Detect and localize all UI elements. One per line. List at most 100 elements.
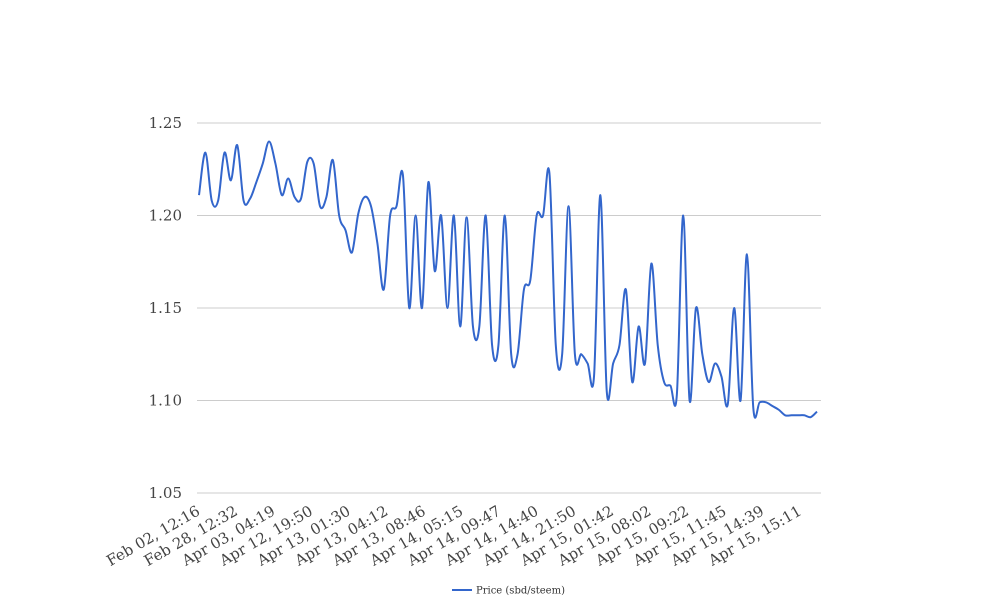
data-point[interactable] [279,192,285,198]
data-point[interactable] [648,261,654,267]
data-point[interactable] [553,342,559,348]
data-point[interactable] [776,407,782,413]
data-point[interactable] [400,172,406,178]
data-point[interactable] [495,342,501,348]
data-point[interactable] [483,213,489,219]
data-point[interactable] [298,196,304,202]
data-point[interactable] [368,203,374,209]
data-point[interactable] [247,196,253,202]
data-point[interactable] [215,198,221,204]
data-point[interactable] [674,392,680,398]
data-point[interactable] [413,213,419,219]
data-point[interactable] [712,361,718,367]
data-point[interactable] [636,324,642,330]
data-point[interactable] [572,351,578,357]
data-point[interactable] [591,373,597,379]
data-point[interactable] [782,412,788,418]
data-point[interactable] [508,351,514,357]
data-point[interactable] [527,277,533,283]
data-point[interactable] [362,194,368,200]
data-point[interactable] [228,177,234,183]
data-point[interactable] [438,213,444,219]
data-point[interactable] [489,342,495,348]
legend-label-price: Price (sbd/steem) [476,586,565,597]
data-point[interactable] [444,305,450,311]
legend[interactable]: Price (sbd/steem) [452,586,565,597]
data-point[interactable] [801,412,807,418]
data-point[interactable] [808,414,814,420]
data-point[interactable] [680,213,686,219]
data-point[interactable] [349,250,355,256]
data-point[interactable] [718,373,724,379]
data-point[interactable] [502,213,508,219]
data-point[interactable] [464,214,470,220]
data-point[interactable] [699,351,705,357]
data-point[interactable] [515,351,521,357]
data-point[interactable] [693,305,699,311]
data-point[interactable] [234,142,240,148]
data-point[interactable] [221,150,227,156]
data-point[interactable] [789,412,795,418]
data-point[interactable] [629,379,635,385]
data-point[interactable] [521,287,527,293]
data-point[interactable] [725,401,731,407]
data-point[interactable] [540,213,546,219]
data-point[interactable] [731,305,737,311]
data-point[interactable] [534,213,540,219]
data-point[interactable] [272,161,278,167]
data-point[interactable] [406,305,412,311]
data-point[interactable] [706,379,712,385]
data-point[interactable] [604,388,610,394]
data-point[interactable] [655,342,661,348]
data-point[interactable] [546,170,552,176]
data-point[interactable] [323,194,329,200]
data-point[interactable] [343,227,349,233]
data-point[interactable] [209,198,215,204]
data-point[interactable] [667,383,673,389]
data-point[interactable] [253,179,259,185]
data-point[interactable] [451,213,457,219]
data-point[interactable] [260,161,266,167]
data-point[interactable] [330,157,336,163]
data-point[interactable] [763,399,769,405]
data-point[interactable] [457,324,463,330]
data-point[interactable] [432,268,438,274]
data-point[interactable] [610,361,616,367]
data-point[interactable] [623,287,629,293]
data-point[interactable] [687,398,693,404]
data-point[interactable] [355,211,361,217]
data-point[interactable] [769,403,775,409]
data-point[interactable] [795,412,801,418]
data-point[interactable] [374,240,380,246]
data-point[interactable] [419,305,425,311]
data-point[interactable] [196,192,202,198]
data-point[interactable] [566,203,572,209]
data-point[interactable] [757,399,763,405]
data-point[interactable] [336,213,342,219]
data-point[interactable] [425,179,431,185]
data-point[interactable] [394,203,400,209]
data-point[interactable] [387,213,393,219]
data-point[interactable] [292,194,298,200]
data-point[interactable] [738,398,744,404]
data-point[interactable] [616,342,622,348]
data-point[interactable] [559,351,565,357]
data-point[interactable] [476,324,482,330]
data-point[interactable] [585,361,591,367]
data-point[interactable] [744,251,750,257]
data-point[interactable] [317,203,323,209]
data-point[interactable] [814,409,820,415]
data-point[interactable] [642,361,648,367]
data-point[interactable] [750,405,756,411]
data-point[interactable] [285,176,291,182]
data-point[interactable] [381,287,387,293]
data-point[interactable] [202,150,208,156]
data-point[interactable] [578,351,584,357]
data-point[interactable] [661,379,667,385]
data-point[interactable] [311,161,317,167]
data-point[interactable] [470,324,476,330]
data-point[interactable] [597,192,603,198]
data-point[interactable] [304,159,310,165]
data-point[interactable] [241,198,247,204]
data-point[interactable] [266,139,272,145]
